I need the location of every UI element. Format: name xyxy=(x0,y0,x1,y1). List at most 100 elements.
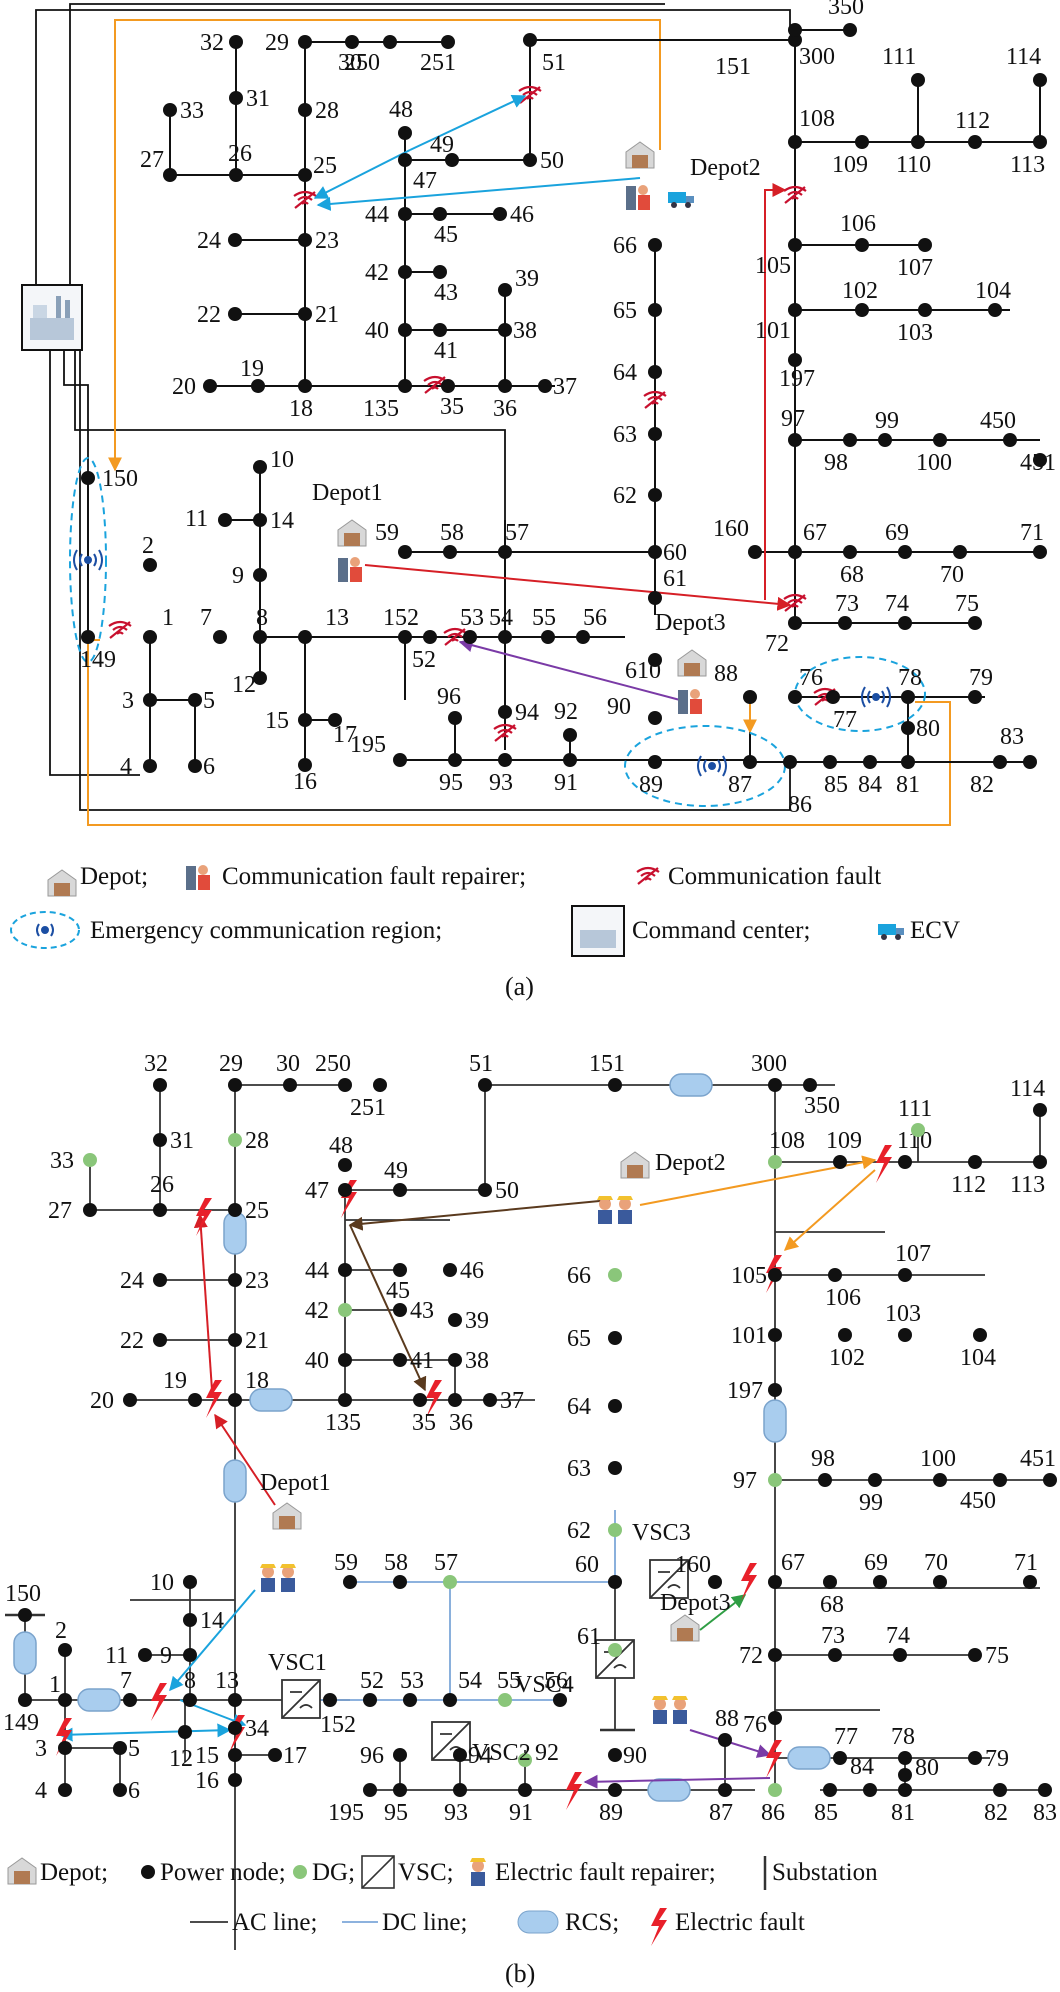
a-node-103 xyxy=(918,303,932,317)
a-node-label-89: 89 xyxy=(639,772,663,798)
b-node-label-90: 90 xyxy=(623,1743,647,1769)
a-node-451 xyxy=(1033,453,1047,467)
a-node-label-87: 87 xyxy=(728,772,752,798)
b-node-34 xyxy=(228,1721,242,1735)
b-node-label-62: 62 xyxy=(567,1518,591,1544)
b-node-label-12: 12 xyxy=(169,1746,193,1772)
a-node-13 xyxy=(298,630,312,644)
b-node-92 xyxy=(518,1753,532,1767)
a-node-152 xyxy=(398,630,412,644)
b-node-label-21: 21 xyxy=(245,1328,269,1354)
a-node-label-25: 25 xyxy=(313,153,337,179)
a-node-label-109: 109 xyxy=(832,152,868,178)
a-node-label-5: 5 xyxy=(203,688,215,714)
vsc4-label: VSC4 xyxy=(515,1672,574,1698)
a-node-label-20: 20 xyxy=(172,374,196,400)
legend-rcs-text: RCS; xyxy=(565,1909,619,1936)
b-node-label-48: 48 xyxy=(329,1133,353,1159)
depot2-label-b: Depot2 xyxy=(655,1150,726,1176)
rcs-switches xyxy=(13,1073,831,1802)
b-node-label-10: 10 xyxy=(150,1570,174,1596)
a-node-57 xyxy=(498,545,512,559)
a-node-label-9: 9 xyxy=(232,563,244,589)
b-node-89 xyxy=(608,1783,622,1797)
b-node-91 xyxy=(518,1783,532,1797)
b-node-31 xyxy=(153,1133,167,1147)
a-node-28 xyxy=(298,103,312,117)
electric-fault-icon-19 xyxy=(206,1380,222,1418)
b-node-label-7: 7 xyxy=(120,1668,132,1694)
b-node-28 xyxy=(228,1133,242,1147)
a-node-5 xyxy=(188,693,202,707)
comm-fault-icon-52 xyxy=(443,627,467,646)
b-node-label-65: 65 xyxy=(567,1326,591,1352)
a-node-9 xyxy=(253,568,267,582)
ecv-icon xyxy=(668,192,694,208)
b-node-57 xyxy=(443,1575,457,1589)
repair-routes-a xyxy=(313,95,792,734)
a-node-109 xyxy=(855,135,869,149)
b-node-label-111: 111 xyxy=(898,1096,932,1122)
b-node-label-73: 73 xyxy=(821,1623,845,1649)
vsc3-box xyxy=(649,1559,689,1599)
a-node-46 xyxy=(493,207,507,221)
a-node-label-47: 47 xyxy=(413,168,437,194)
a-node-450 xyxy=(1003,433,1017,447)
b-node-label-76: 76 xyxy=(743,1712,767,1738)
a-node-label-2: 2 xyxy=(142,533,154,559)
a-node-111 xyxy=(911,73,925,87)
b-node-29 xyxy=(228,1078,242,1092)
a-node-label-6: 6 xyxy=(203,754,215,780)
b-node-44 xyxy=(338,1263,352,1277)
b-node-77 xyxy=(833,1751,847,1765)
b-node-45 xyxy=(393,1263,407,1277)
a-node-102 xyxy=(855,303,869,317)
electric-fault-icon-86 xyxy=(766,1740,782,1778)
b-node-90 xyxy=(608,1748,622,1762)
a-node-label-80: 80 xyxy=(916,716,940,742)
b-node-10 xyxy=(183,1575,197,1589)
b-node-label-102: 102 xyxy=(829,1345,865,1371)
b-node-32 xyxy=(153,1078,167,1092)
b-node-label-36: 36 xyxy=(449,1410,473,1436)
b-node-20 xyxy=(123,1393,137,1407)
b-node-197 xyxy=(768,1383,782,1397)
b-node-label-97: 97 xyxy=(733,1468,757,1494)
b-node-75 xyxy=(968,1648,982,1662)
b-node-label-152: 152 xyxy=(320,1712,356,1738)
a-node-label-14: 14 xyxy=(270,508,294,534)
a-node-label-31: 31 xyxy=(246,86,270,112)
depot-icon-depot3 xyxy=(677,649,707,677)
a-node-16 xyxy=(298,758,312,772)
b-node-72 xyxy=(768,1648,782,1662)
a-node-label-44: 44 xyxy=(365,202,389,228)
a-node-label-26: 26 xyxy=(228,141,252,167)
b-node-label-150: 150 xyxy=(5,1581,41,1607)
b-node-label-81: 81 xyxy=(891,1800,915,1826)
b-node-67 xyxy=(768,1575,782,1589)
b-node-160 xyxy=(708,1575,722,1589)
a-node-104 xyxy=(988,303,1002,317)
b-node-30 xyxy=(283,1078,297,1092)
b-node-label-55: 55 xyxy=(497,1668,521,1694)
a-node-71 xyxy=(1033,545,1047,559)
b-node-label-75: 75 xyxy=(985,1643,1009,1669)
comm-faults xyxy=(108,85,837,742)
a-node-7 xyxy=(213,630,227,644)
a-node-98 xyxy=(843,433,857,447)
rcs-89-87 xyxy=(647,1778,691,1802)
a-node-21 xyxy=(298,307,312,321)
b-node-48 xyxy=(338,1158,352,1172)
a-node-label-149: 149 xyxy=(80,647,116,673)
electric-fault-icon-89 xyxy=(566,1772,582,1810)
b-node-47 xyxy=(338,1183,352,1197)
a-node-14 xyxy=(253,513,267,527)
b-node-82 xyxy=(993,1783,1007,1797)
a-node-251 xyxy=(441,35,455,49)
b-node-label-41: 41 xyxy=(410,1348,434,1374)
depot-icon-depot1 xyxy=(337,519,367,547)
b-node-label-114: 114 xyxy=(1010,1076,1045,1102)
a-node-label-7: 7 xyxy=(200,605,212,631)
b-node-label-4: 4 xyxy=(35,1778,47,1804)
